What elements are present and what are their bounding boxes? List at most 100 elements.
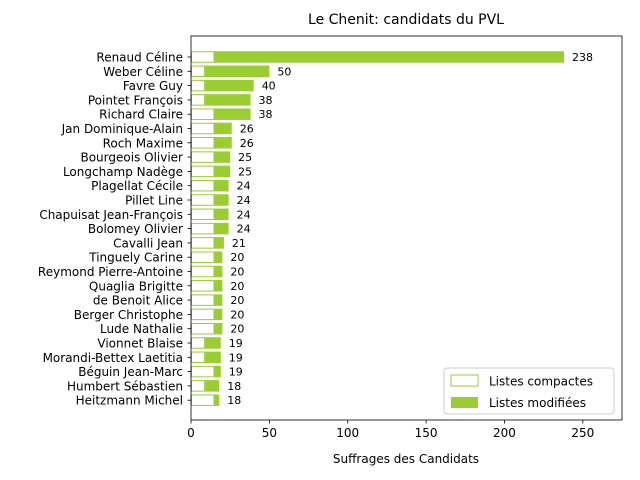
x-ticks: 0 50 100 150 200 250: [187, 420, 594, 440]
category-label: Béguin Jean-Marc: [78, 365, 183, 379]
bar-modified: [214, 151, 231, 163]
bar-modified: [214, 179, 229, 192]
value-label: 18: [227, 394, 241, 407]
bar-compact: [191, 351, 206, 364]
bar-modified: [214, 208, 229, 221]
bar-modified: [214, 251, 223, 263]
value-label: 50: [277, 65, 291, 78]
category-label: Roch Maxime: [103, 136, 183, 150]
category-label: Reymond Pierre-Antoine: [38, 265, 183, 279]
bar-modified: [214, 237, 224, 249]
value-label: 19: [229, 366, 243, 379]
value-label: 26: [240, 137, 254, 150]
bar-compact: [191, 79, 206, 92]
bar-compact: [191, 194, 215, 206]
bar-modified: [205, 65, 270, 78]
bar-modified: [214, 194, 229, 206]
category-label: Renaud Céline: [96, 51, 183, 65]
legend-box: [443, 367, 615, 415]
bar-compact: [191, 365, 215, 378]
category-label: Longchamp Nadège: [63, 165, 183, 179]
category-label: Bolomey Olivier: [88, 222, 183, 236]
category-label: Pillet Line: [125, 194, 183, 208]
category-label: Favre Guy: [123, 79, 183, 93]
value-label: 20: [230, 251, 244, 264]
x-axis-label: Suffrages des Candidats: [333, 452, 479, 466]
bar-modified: [205, 380, 220, 392]
category-label: Bourgeois Olivier: [80, 151, 183, 165]
bar-modified: [214, 322, 223, 335]
value-label: 18: [227, 380, 241, 393]
bar-compact: [191, 265, 215, 278]
bar-modified: [214, 294, 223, 306]
bar-modified: [205, 94, 251, 106]
bar-compact: [191, 394, 215, 406]
bar-modified: [214, 137, 232, 149]
legend: Listes compactes Listes modifiées: [443, 367, 615, 415]
category-label: Tinguely Carine: [88, 251, 183, 265]
value-label: 21: [232, 237, 246, 250]
legend-label-compact: Listes compactes: [489, 375, 593, 389]
bar-modified: [214, 165, 231, 178]
value-label: 25: [238, 165, 252, 178]
bar-compact: [191, 179, 215, 192]
category-label: Pointet François: [88, 93, 183, 107]
bar-compact: [191, 322, 215, 335]
value-label: 24: [237, 208, 251, 221]
value-label: 25: [238, 151, 252, 164]
value-label: 20: [230, 294, 244, 307]
category-label: Richard Claire: [99, 108, 183, 122]
legend-swatch-compact: [450, 374, 479, 387]
x-tick-label: 100: [336, 426, 359, 440]
bar-modified: [205, 351, 221, 364]
category-label: Heitzmann Michel: [76, 394, 183, 408]
value-label: 20: [230, 266, 244, 279]
bar-modified: [214, 280, 223, 292]
bar-modified: [214, 394, 220, 406]
value-label: 24: [237, 194, 251, 207]
bar-compact: [191, 65, 206, 78]
bar-modified: [214, 122, 232, 135]
plot-frame: [190, 35, 623, 421]
value-label: 19: [229, 351, 243, 364]
bar-compact: [191, 380, 206, 392]
bar-compact: [191, 337, 206, 349]
bar-compact: [191, 251, 215, 263]
bar-modified: [214, 108, 251, 120]
bars-group: [191, 51, 565, 406]
bar-modified: [205, 337, 221, 349]
bar-compact: [191, 294, 215, 306]
value-label: 24: [237, 180, 251, 193]
value-label: 19: [229, 337, 243, 350]
bar-compact: [191, 122, 215, 135]
x-tick-label: 0: [187, 426, 195, 440]
value-label: 40: [262, 80, 276, 93]
bar-compact: [191, 165, 215, 178]
bar-compact: [191, 222, 215, 235]
category-label: Vionnet Blaise: [97, 337, 183, 351]
bar-modified: [214, 265, 223, 278]
category-label: Cavalli Jean: [113, 236, 183, 250]
value-label: 20: [230, 323, 244, 336]
bar-modified: [214, 222, 229, 235]
value-label: 20: [230, 280, 244, 293]
chart-title: Le Chenit: candidats du PVL: [308, 12, 504, 28]
bar-compact: [191, 94, 206, 106]
legend-label-modified: Listes modifiées: [489, 396, 586, 410]
category-label: Lude Nathalie: [100, 322, 183, 336]
bar-compact: [191, 280, 215, 292]
value-label: 26: [240, 123, 254, 136]
category-label: Humbert Sébastien: [67, 379, 183, 393]
x-tick-label: 50: [262, 426, 277, 440]
bar-modified: [214, 51, 565, 63]
category-label: Jan Dominique-Alain: [61, 122, 183, 136]
value-label: 20: [230, 308, 244, 321]
value-label: 38: [259, 108, 273, 121]
category-label: de Benoit Alice: [93, 294, 183, 308]
bar-modified: [205, 79, 254, 92]
bar-compact: [191, 237, 215, 249]
bar-compact: [191, 151, 215, 163]
value-label: 38: [259, 94, 273, 107]
value-label: 238: [572, 51, 593, 64]
